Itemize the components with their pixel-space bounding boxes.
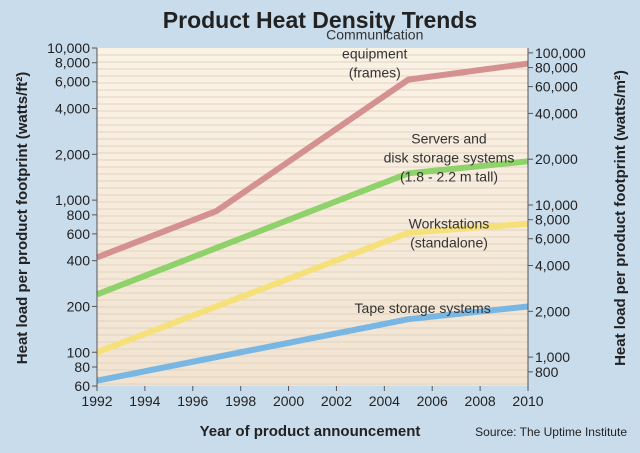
left-tick-label: 800: [67, 207, 91, 223]
left-tick-label: 6,000: [55, 74, 90, 90]
x-tick-label: 1994: [129, 393, 160, 409]
right-tick-label: 800: [535, 364, 559, 380]
y-axis-label-right: Heat load per product footprint (watts/m…: [612, 70, 629, 366]
right-tick-label: 60,000: [535, 79, 578, 95]
left-tick-label: 2,000: [55, 146, 90, 162]
left-tick-label: 8,000: [55, 55, 90, 71]
right-tick-label: 8,000: [535, 212, 570, 228]
left-tick-label: 400: [67, 253, 91, 269]
x-tick-label: 2004: [369, 393, 400, 409]
x-tick-label: 2006: [417, 393, 448, 409]
right-tick-label: 20,000: [535, 151, 578, 167]
x-tick-label: 2002: [321, 393, 352, 409]
left-tick-label: 10,000: [47, 40, 90, 56]
series-label-1: disk storage systems: [384, 149, 515, 165]
left-tick-label: 60: [74, 378, 90, 394]
series-line-0: [95, 60, 529, 261]
y-axis-label-left: Heat load per product footprint (watts/f…: [14, 72, 31, 364]
x-tick-label: 2000: [273, 393, 304, 409]
source-note: Source: The Uptime Institute: [475, 425, 627, 439]
x-tick-label: 2010: [512, 393, 543, 409]
series-line-2: [95, 220, 529, 356]
right-tick-label: 80,000: [535, 60, 578, 76]
x-tick-label: 1996: [177, 393, 208, 409]
series-layer: [95, 60, 529, 384]
series-label-0: Communication: [326, 27, 423, 43]
series-line-3: [96, 303, 529, 384]
series-label-1: Servers and: [411, 130, 486, 146]
chart-title: Product Heat Density Trends: [163, 7, 477, 33]
left-tick-label: 600: [67, 226, 91, 242]
series-label-0: (frames): [349, 65, 401, 81]
x-tick-label: 2008: [465, 393, 496, 409]
right-tick-label: 100,000: [535, 45, 586, 61]
series-label-3: Tape storage systems: [355, 300, 491, 316]
left-tick-label: 100: [67, 344, 91, 360]
right-tick-label: 4,000: [535, 258, 570, 274]
series-annotations: Communication equipment (frames) Servers an…: [326, 27, 514, 316]
series-label-0: equipment: [342, 46, 407, 62]
right-tick-label: 10,000: [535, 197, 578, 213]
x-tick-label: 1992: [81, 393, 112, 409]
series-label-2: (standalone): [410, 234, 488, 250]
left-tick-label: 4,000: [55, 101, 90, 117]
left-tick-label: 200: [67, 298, 91, 314]
series-label-2: Workstations: [409, 215, 490, 231]
left-tick-label: 1,000: [55, 192, 90, 208]
x-tick-labels: 1992 1994 1996 1998 2000 2002 2004 2006 2008 2010: [81, 386, 544, 409]
right-tick-label: 6,000: [535, 231, 570, 247]
x-axis-label: Year of product announcement: [200, 423, 421, 440]
series-line-1: [95, 158, 529, 298]
grid: [97, 54, 528, 385]
right-tick-label: 2,000: [535, 303, 570, 319]
right-tick-label: 1,000: [535, 349, 570, 365]
left-tick-label: 80: [74, 359, 90, 375]
x-tick-label: 1998: [225, 393, 256, 409]
series-label-1: (1.8 - 2.2 m tall): [400, 168, 498, 184]
right-tick-label: 40,000: [535, 105, 578, 121]
